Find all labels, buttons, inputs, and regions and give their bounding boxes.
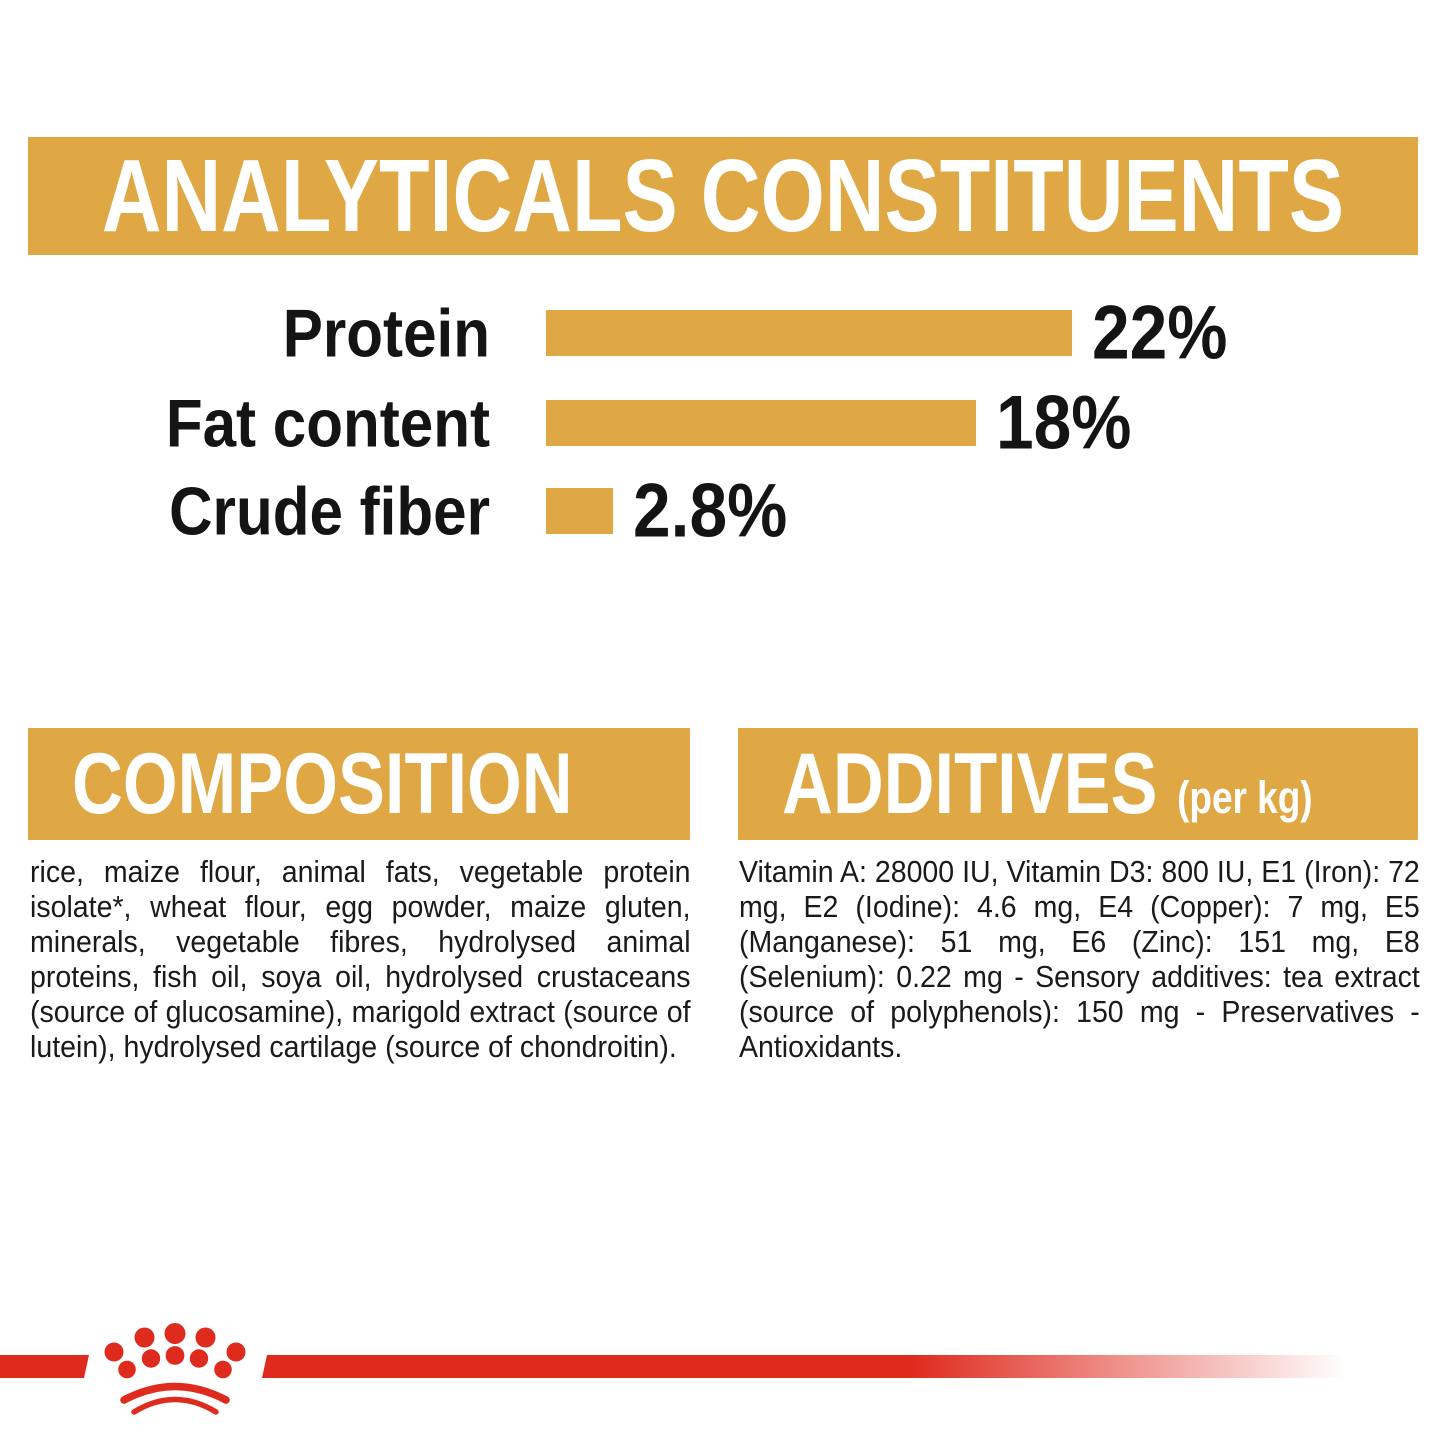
brand-stripe-right [262, 1355, 1345, 1378]
chart-row-crude-fiber: Crude fiber 2.8% [28, 469, 1418, 554]
bar-value-protein: 22% [1092, 290, 1228, 376]
bar-protein [546, 310, 1072, 356]
brand-stripe-left [0, 1355, 89, 1378]
additives-title-text: ADDITIVES [782, 735, 1158, 832]
bar-label-fat-content: Fat content [165, 384, 490, 462]
composition-title: COMPOSITION [72, 735, 573, 832]
bar-crude-fiber [546, 488, 613, 534]
page-title: ANALYTICALS CONSTITUENTS [101, 137, 1345, 254]
royal-canin-crown-icon [104, 1323, 246, 1415]
analyticals-header-banner: ANALYTICALS CONSTITUENTS [28, 137, 1418, 255]
bar-value-fat-content: 18% [996, 380, 1132, 466]
bar-label-protein: Protein [282, 294, 490, 372]
composition-body-text: rice, maize flour, animal fats, vegetabl… [30, 854, 691, 1064]
chart-row-protein: Protein 22% [28, 291, 1418, 376]
bar-fat-content [546, 400, 977, 446]
additives-title: ADDITIVES (per kg) [782, 734, 1313, 833]
additives-header-banner: ADDITIVES (per kg) [738, 728, 1418, 840]
bar-value-crude-fiber: 2.8% [632, 468, 788, 554]
additives-title-suffix: (per kg) [1177, 772, 1313, 823]
additives-body-text: Vitamin A: 28000 IU, Vitamin D3: 800 IU,… [739, 854, 1420, 1064]
composition-header-banner: COMPOSITION [28, 728, 690, 840]
chart-row-fat-content: Fat content 18% [28, 381, 1418, 466]
bar-label-crude-fiber: Crude fiber [169, 472, 491, 550]
